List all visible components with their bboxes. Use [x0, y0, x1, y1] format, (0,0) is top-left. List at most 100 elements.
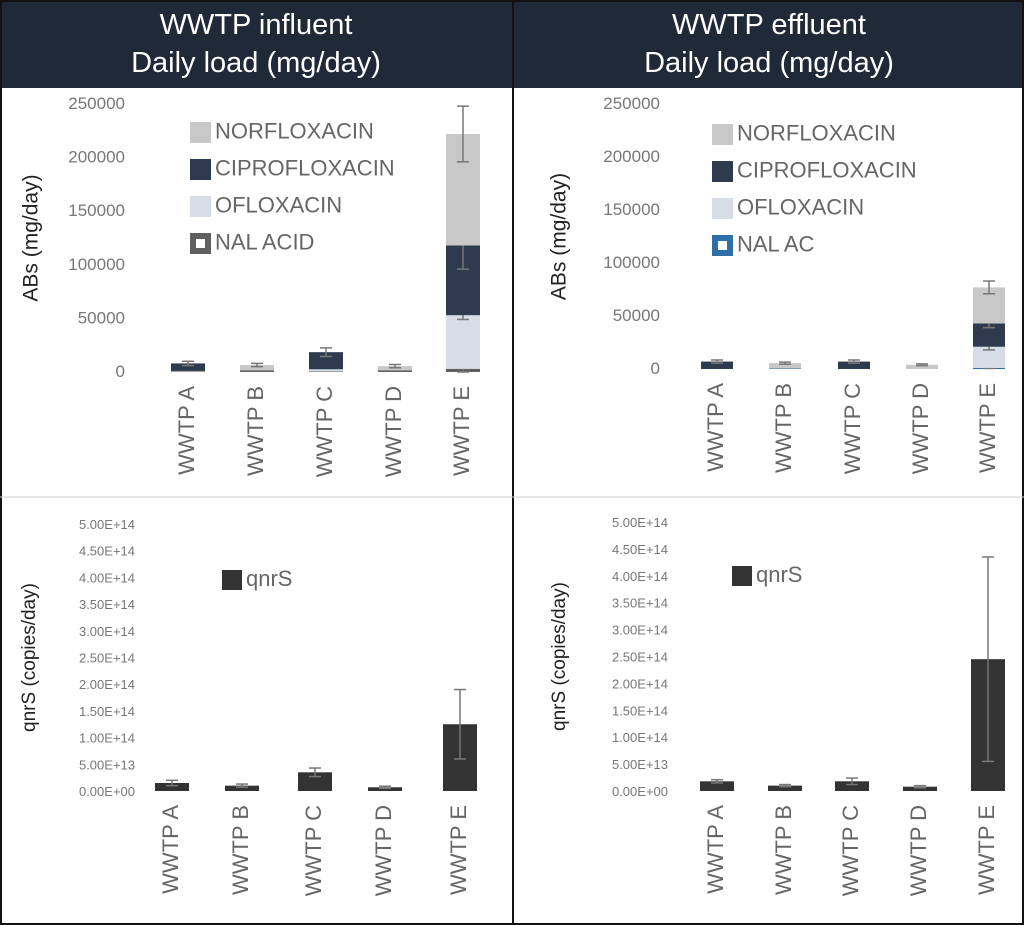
legend-swatch — [712, 235, 733, 256]
bar-norfloxacin — [769, 363, 801, 369]
bar-ciprofloxacin — [378, 370, 412, 371]
y-tick-label: 150000 — [603, 200, 660, 219]
y-tick-label: 5.00E+14 — [612, 515, 668, 530]
y-tick-label: 0.00E+00 — [79, 784, 135, 799]
legend-label: qnrS — [756, 562, 802, 587]
bar-ciprofloxacin — [701, 361, 733, 369]
y-tick-label: 200000 — [603, 147, 660, 166]
category-label: WWTP D — [371, 805, 396, 896]
legend-swatch — [190, 159, 211, 180]
bar-nal-acid — [378, 370, 412, 372]
y-tick-label: 150000 — [68, 201, 125, 220]
category-label: WWTP B — [228, 805, 253, 895]
bar-ciprofloxacin — [446, 245, 480, 316]
y-tick-label: 1.00E+14 — [612, 730, 668, 745]
y-tick-label: 3.00E+14 — [612, 623, 668, 638]
panel-subtitle: Daily load (mg/day) — [131, 47, 381, 79]
bar-norfloxacin — [906, 364, 938, 369]
bar-ciprofloxacin — [838, 361, 870, 369]
category-label: WWTP D — [906, 805, 931, 896]
y-tick-label: 200000 — [68, 148, 125, 167]
bar-qnrs — [835, 781, 869, 791]
y-tick-label: 3.50E+14 — [612, 596, 668, 611]
chart-effluent-abs: ABs (mg/day) 0 50000 100000 150000 200000 2500… — [548, 94, 1005, 474]
y-tick-label: 2.00E+14 — [79, 677, 135, 692]
bar-nal-acid — [309, 371, 343, 372]
panel-subtitle: Daily load (mg/day) — [644, 47, 894, 79]
bar-qnrs — [225, 785, 259, 791]
y-tick-label: 1.00E+14 — [79, 731, 135, 746]
bar-qnrs — [155, 782, 189, 791]
y-tick-label: 1.50E+14 — [79, 704, 135, 719]
y-tick-label: 250000 — [603, 94, 660, 113]
y-tick-label: 0 — [651, 359, 660, 378]
chart-influent-qnrs: qnrS (copies/day) 0.00E+00 5.00E+13 1.00E+1… — [19, 517, 477, 896]
legend-label: OFLOXACIN — [215, 192, 342, 217]
bar-ciprofloxacin — [171, 363, 205, 371]
bar-ofloxacin — [309, 369, 343, 372]
bar-norfloxacin — [240, 365, 274, 371]
legend-label: NAL ACID — [215, 229, 314, 254]
legend-label: CIPROFLOXACIN — [215, 155, 395, 180]
y-tick-label: 5.00E+13 — [79, 757, 135, 772]
bar-nal-ac — [973, 367, 1005, 369]
y-tick-label: 4.00E+14 — [79, 570, 135, 585]
y-axis-label: qnrS (copies/day) — [19, 583, 40, 732]
y-tick-label: 100000 — [603, 253, 660, 272]
y-axis-label: ABs (mg/day) — [20, 174, 43, 301]
category-label: WWTP B — [243, 386, 268, 476]
y-tick-label: 50000 — [613, 306, 660, 325]
bar-qnrs — [443, 724, 477, 791]
bar-nal-acid — [171, 371, 205, 372]
bar-norfloxacin — [378, 366, 412, 371]
category-label: WWTP C — [301, 805, 326, 896]
legend-label: NAL AC — [737, 231, 815, 256]
chart-effluent-qnrs: qnrS (copies/day) 0.00E+00 5.00E+13 1.00E+1… — [549, 515, 1005, 896]
legend-label: CIPROFLOXACIN — [737, 157, 917, 182]
bar-ofloxacin — [973, 346, 1005, 368]
y-tick-label: 3.00E+14 — [79, 624, 135, 639]
y-tick-label: 4.50E+14 — [612, 542, 668, 557]
bar-ciprofloxacin — [309, 352, 343, 370]
bar-ciprofloxacin — [973, 323, 1005, 347]
y-tick-label: 2.50E+14 — [79, 651, 135, 666]
category-label: WWTP E — [449, 386, 474, 476]
y-tick-label: 2.50E+14 — [612, 650, 668, 665]
category-label: WWTP E — [446, 805, 471, 895]
legend-label: qnrS — [246, 566, 292, 591]
category-label: WWTP D — [381, 386, 406, 477]
category-label: WWTP B — [771, 383, 796, 473]
bar-qnrs — [971, 659, 1005, 791]
panel-header-influent: WWTP influent Daily load (mg/day) — [0, 0, 512, 88]
y-tick-label: 3.50E+14 — [79, 597, 135, 612]
category-label: WWTP A — [703, 383, 728, 472]
legend-swatch — [712, 124, 733, 145]
y-tick-label: 5.00E+14 — [79, 517, 135, 532]
bar-nal-acid — [446, 368, 480, 372]
bar-norfloxacin — [446, 134, 480, 246]
legend-label: NORFLOXACIN — [737, 120, 896, 145]
bar-nal-acid — [240, 370, 274, 372]
y-tick-label: 250000 — [68, 94, 125, 113]
y-tick-label: 50000 — [78, 308, 125, 327]
category-label: WWTP B — [771, 805, 796, 895]
legend-swatch — [190, 233, 211, 254]
category-label: WWTP A — [703, 805, 728, 894]
category-label: WWTP E — [975, 383, 1000, 473]
y-axis-label: ABs (mg/day) — [548, 173, 571, 300]
legend-label: OFLOXACIN — [737, 194, 864, 219]
y-tick-label: 100000 — [68, 255, 125, 274]
bar-qnrs — [298, 772, 332, 791]
panel-title: WWTP influent — [159, 9, 353, 41]
bar-qnrs — [903, 786, 937, 791]
panel-title: WWTP effluent — [672, 9, 866, 41]
chart-influent-abs: ABs (mg/day) 0 50000 100000 150000 200000 2500… — [20, 94, 480, 477]
legend-swatch — [712, 198, 733, 219]
y-tick-label: 5.00E+13 — [612, 757, 668, 772]
category-label: WWTP C — [312, 386, 337, 477]
category-label: WWTP A — [174, 386, 199, 475]
category-label: WWTP C — [838, 805, 863, 896]
bar-norfloxacin — [973, 287, 1005, 324]
